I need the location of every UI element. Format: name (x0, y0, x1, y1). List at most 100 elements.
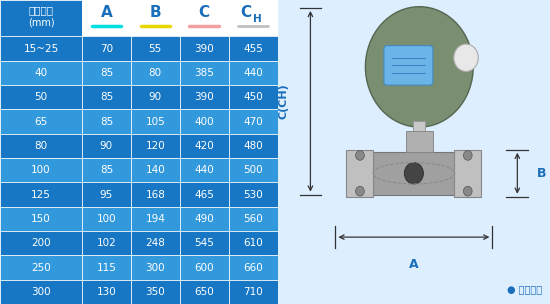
Text: 710: 710 (243, 287, 263, 297)
Text: A: A (101, 5, 112, 20)
Bar (131, 280, 180, 304)
Bar (0, 207, 82, 231)
Bar (180, 61, 229, 85)
Bar (229, 280, 278, 304)
Circle shape (464, 186, 472, 196)
Text: 80: 80 (35, 141, 47, 151)
Bar (180, 231, 229, 255)
Bar (131, 182, 180, 207)
Text: 248: 248 (145, 238, 165, 248)
Bar (229, 61, 278, 85)
Bar (82, 61, 131, 85)
Bar (180, 109, 229, 134)
Text: 102: 102 (96, 238, 116, 248)
Text: 150: 150 (31, 214, 51, 224)
Text: 100: 100 (97, 214, 116, 224)
Bar (131, 109, 180, 134)
Bar (0, 182, 82, 207)
Text: 400: 400 (194, 117, 214, 126)
Bar (180, 85, 229, 109)
Bar (0, 109, 82, 134)
Text: 450: 450 (243, 92, 263, 102)
Bar (180, 255, 229, 280)
Bar (131, 36, 180, 61)
Text: 660: 660 (243, 263, 263, 272)
Text: 300: 300 (31, 287, 51, 297)
Text: 300: 300 (145, 263, 165, 272)
Text: 120: 120 (145, 141, 165, 151)
Text: 55: 55 (148, 44, 162, 54)
Bar (82, 158, 131, 182)
Bar (0, 255, 82, 280)
Bar (0, 134, 82, 158)
Circle shape (356, 150, 364, 160)
Text: 440: 440 (194, 165, 214, 175)
Text: 90: 90 (148, 92, 162, 102)
Text: 125: 125 (31, 190, 51, 199)
Text: C: C (199, 5, 210, 20)
Text: 200: 200 (31, 238, 51, 248)
Bar (373, 152, 455, 195)
Text: 610: 610 (243, 238, 263, 248)
Bar (0, 280, 82, 304)
Text: 仪表口径: 仪表口径 (29, 5, 53, 15)
Bar (229, 207, 278, 231)
Text: C(CH): C(CH) (278, 83, 288, 119)
Bar (229, 158, 278, 182)
Text: 50: 50 (35, 92, 47, 102)
Bar (454, 150, 481, 197)
Bar (229, 231, 278, 255)
Bar (229, 255, 278, 280)
Bar (406, 131, 433, 152)
Bar (131, 207, 180, 231)
Bar (82, 207, 131, 231)
Bar (180, 134, 229, 158)
Bar (82, 109, 131, 134)
Text: 545: 545 (194, 238, 214, 248)
Text: 15~25: 15~25 (23, 44, 59, 54)
Text: 65: 65 (34, 117, 48, 126)
Bar (180, 207, 229, 231)
Text: 40: 40 (35, 68, 47, 78)
Text: 600: 600 (194, 263, 214, 272)
Text: 560: 560 (243, 214, 263, 224)
Circle shape (404, 163, 424, 184)
Text: B: B (537, 167, 547, 180)
Bar (180, 36, 229, 61)
Text: 250: 250 (31, 263, 51, 272)
Bar (229, 109, 278, 134)
Bar (131, 0, 180, 36)
Text: 105: 105 (145, 117, 165, 126)
Text: 385: 385 (194, 68, 214, 78)
Text: 115: 115 (96, 263, 116, 272)
Bar (131, 85, 180, 109)
Bar (82, 0, 131, 36)
Circle shape (464, 150, 472, 160)
Bar (0, 36, 82, 61)
Bar (82, 182, 131, 207)
Text: 500: 500 (243, 165, 263, 175)
Bar (82, 134, 131, 158)
Text: 70: 70 (100, 44, 113, 54)
Text: 85: 85 (100, 92, 113, 102)
Text: 168: 168 (145, 190, 165, 199)
Text: 85: 85 (100, 117, 113, 126)
Bar (82, 280, 131, 304)
Circle shape (356, 186, 364, 196)
Text: 390: 390 (194, 44, 214, 54)
Bar (0, 85, 82, 109)
Text: ● 常规仪表: ● 常规仪表 (507, 284, 542, 294)
Text: 490: 490 (194, 214, 214, 224)
Text: 85: 85 (100, 68, 113, 78)
Bar (180, 158, 229, 182)
Text: 650: 650 (194, 287, 214, 297)
Text: 455: 455 (243, 44, 263, 54)
Text: 90: 90 (100, 141, 113, 151)
Bar (82, 85, 131, 109)
Text: H: H (252, 15, 261, 24)
Bar (131, 231, 180, 255)
Bar (180, 182, 229, 207)
Bar (229, 85, 278, 109)
Text: 100: 100 (31, 165, 51, 175)
Text: (mm): (mm) (28, 18, 54, 28)
